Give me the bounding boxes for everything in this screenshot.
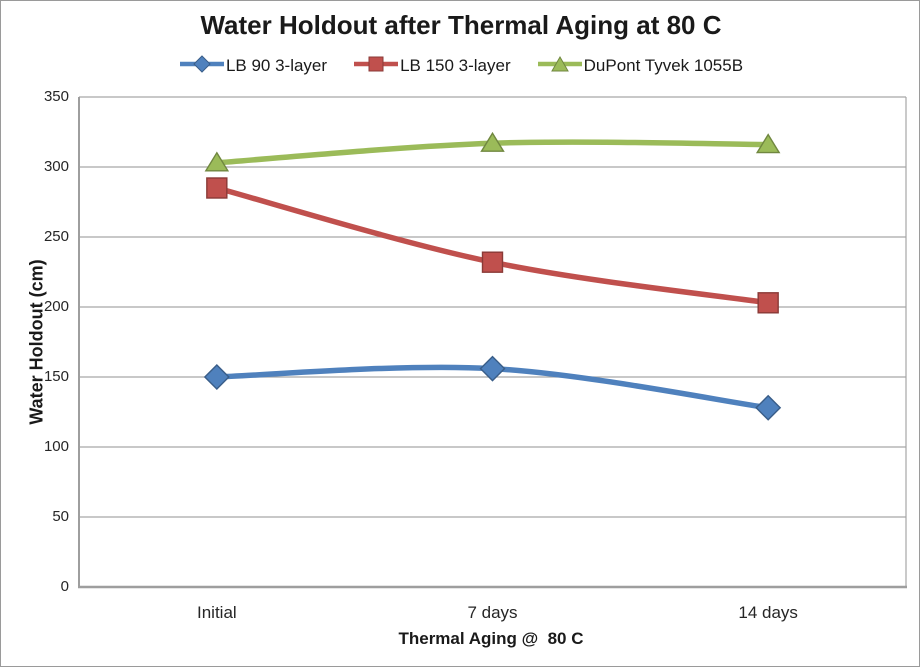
legend-label: LB 90 3-layer (225, 56, 328, 75)
x-tick-label: 14 days (738, 603, 798, 622)
chart-title: Water Holdout after Thermal Aging at 80 … (200, 10, 722, 40)
y-tick-label: 0 (60, 578, 69, 595)
legend: LB 90 3-layer LB 150 3-layer DuPont Tyve… (1, 52, 919, 80)
square-marker-icon (757, 292, 779, 314)
legend-marker-triangle-icon (537, 55, 583, 78)
y-axis-title: Water Holdout (cm) (26, 259, 47, 425)
legend-item-lb90: LB 90 3-layer (179, 54, 328, 78)
y-tick-label: 350 (43, 88, 69, 105)
y-tick-label: 200 (43, 298, 69, 315)
legend-marker-diamond-icon (179, 54, 225, 78)
diamond-marker-icon (479, 355, 506, 382)
diamond-marker-icon (755, 394, 782, 421)
diamond-marker-icon (203, 364, 230, 390)
triangle-marker-icon (204, 151, 230, 172)
x-axis-title: Thermal Aging @ 80 C (398, 629, 584, 648)
legend-label: DuPont Tyvek 1055B (583, 56, 744, 75)
y-tick-label: 250 (43, 228, 69, 245)
y-tick-label: 50 (52, 508, 69, 525)
x-tick-label: 7 days (467, 603, 518, 622)
legend-label: LB 150 3-layer (400, 56, 511, 75)
legend-item-lb150: LB 150 3-layer (353, 55, 511, 78)
legend-item-tyvek: DuPont Tyvek 1055B (537, 55, 743, 78)
y-tick-label: 100 (43, 438, 69, 455)
square-marker-icon (481, 251, 504, 273)
square-marker-icon (206, 177, 228, 199)
legend-marker-square-icon (353, 55, 399, 78)
triangle-marker-icon (755, 133, 781, 154)
y-tick-label: 150 (43, 368, 69, 385)
series-line-1 (214, 185, 771, 306)
triangle-marker-icon (480, 131, 505, 152)
x-tick-label: Initial (196, 603, 237, 622)
y-tick-label: 300 (43, 158, 69, 175)
